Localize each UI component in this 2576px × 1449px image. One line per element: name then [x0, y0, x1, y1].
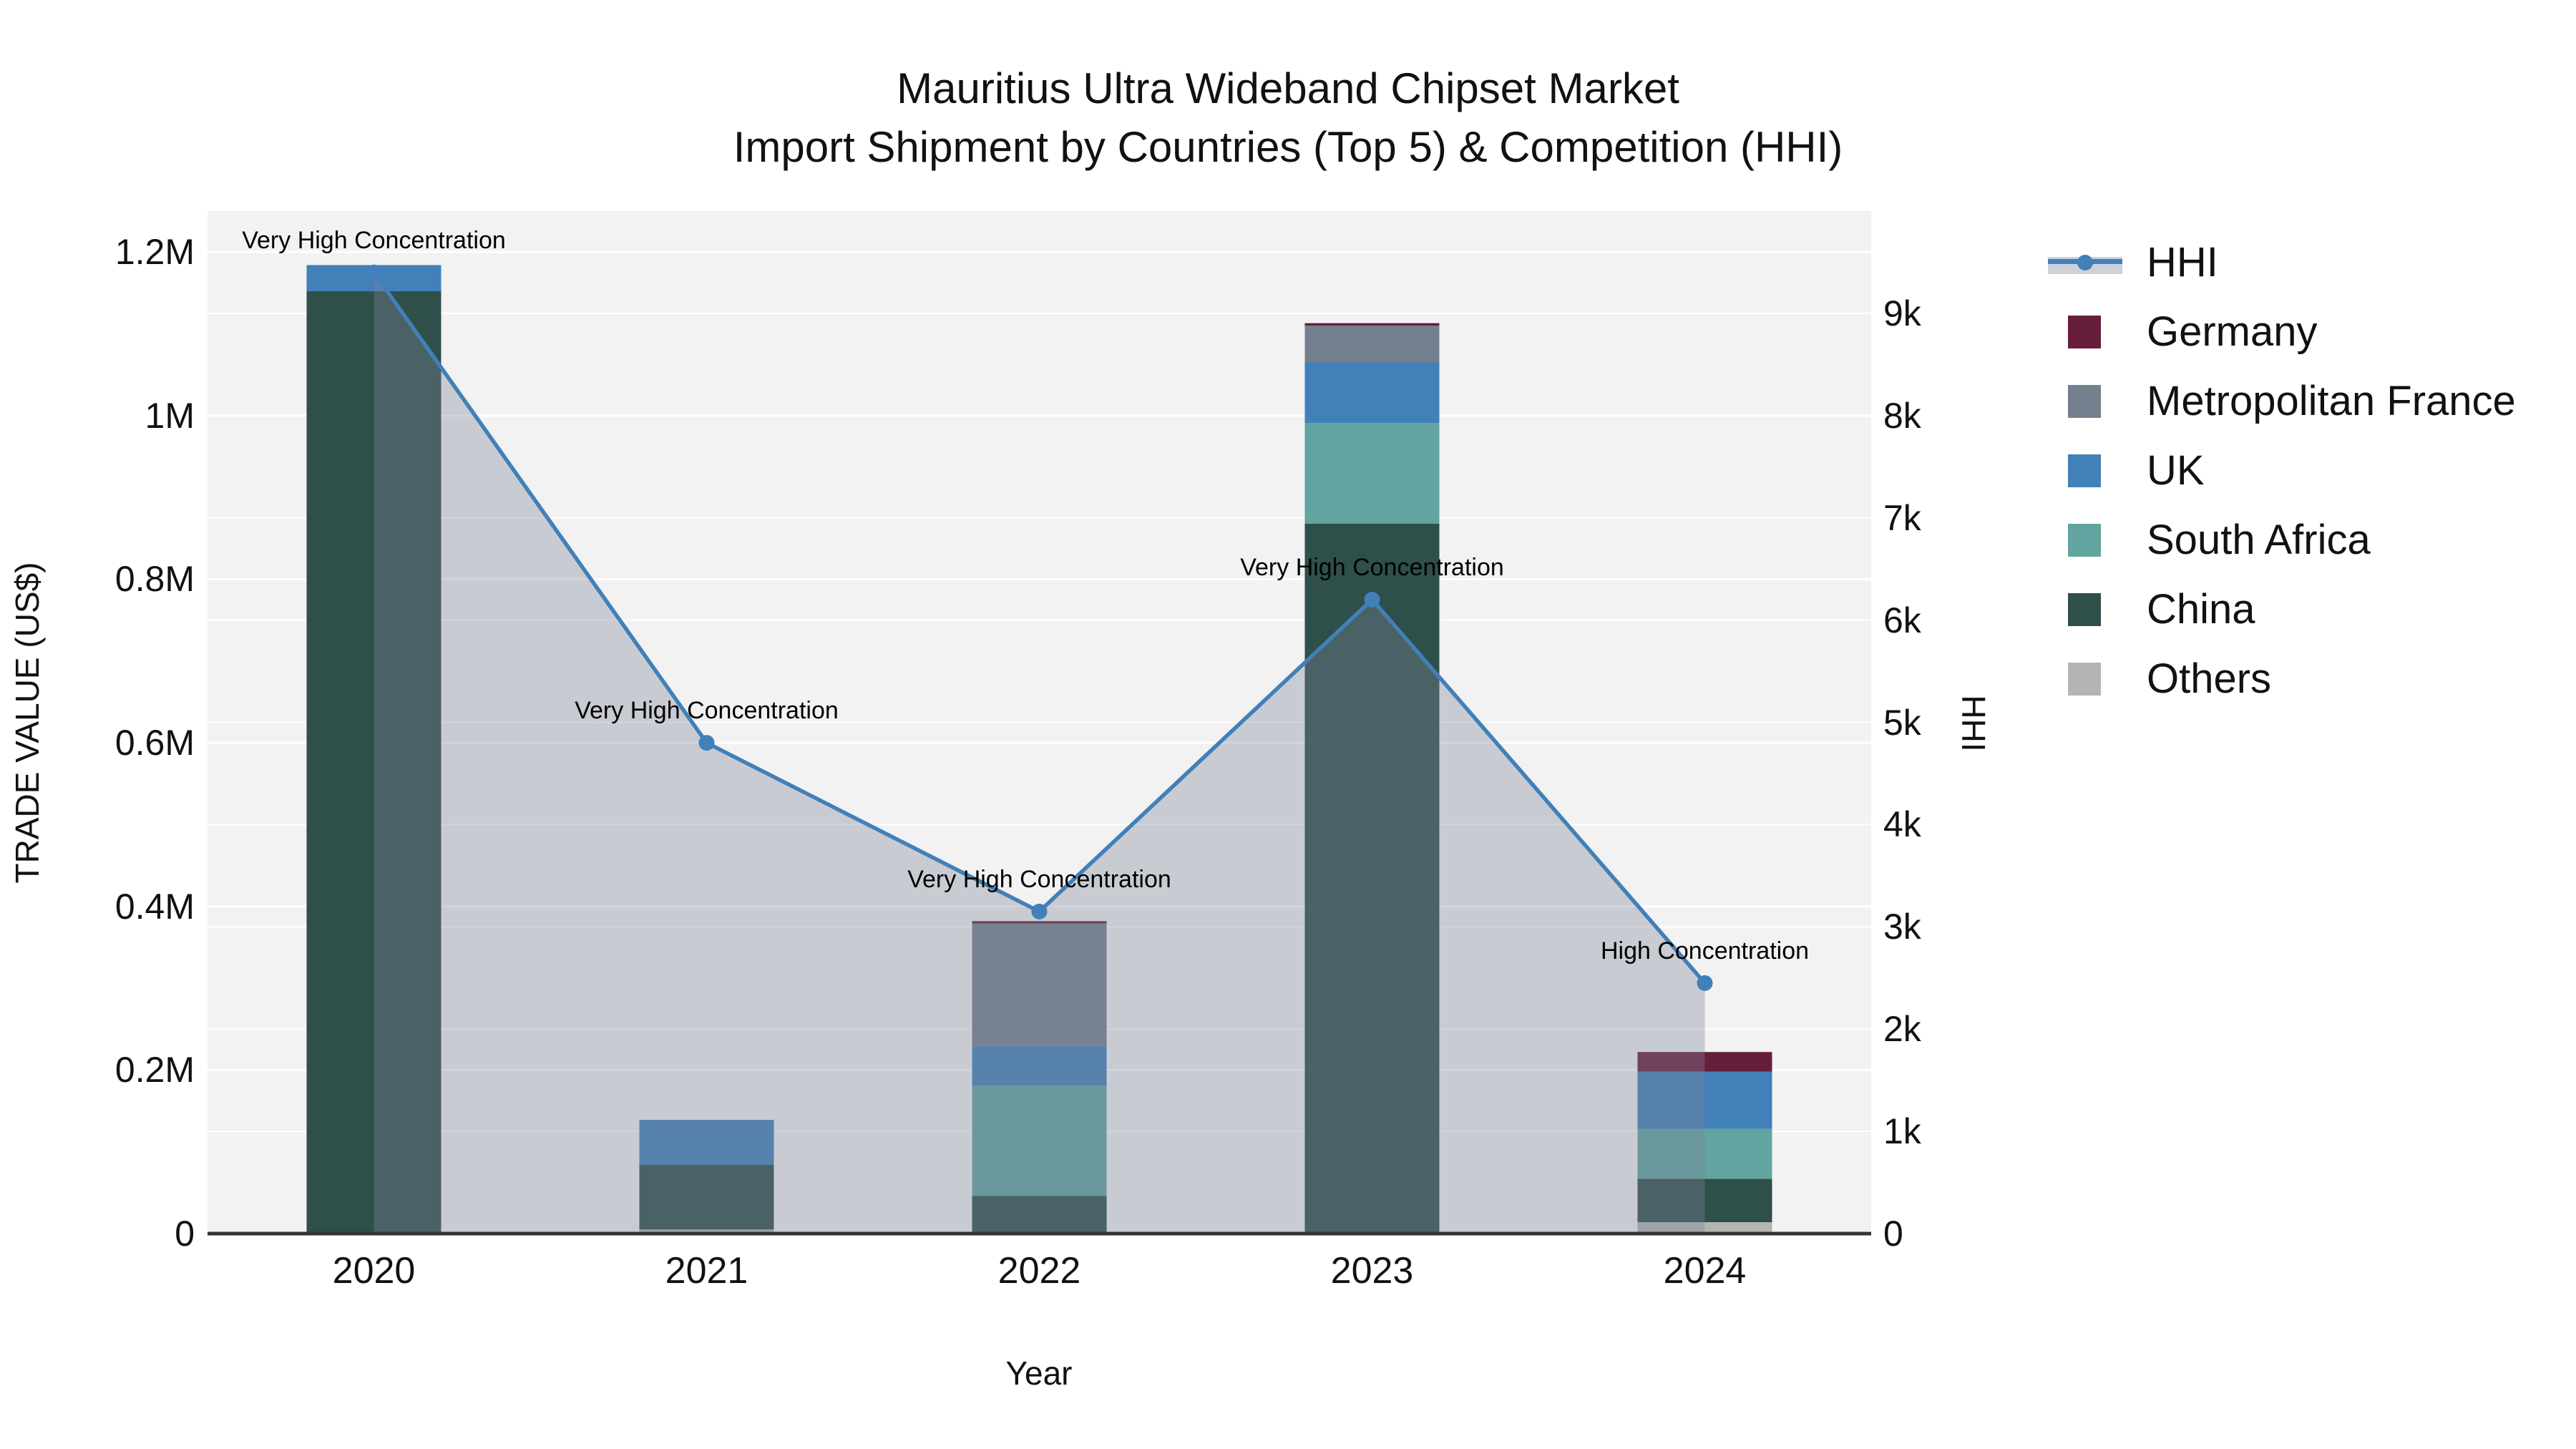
- bar-segment-south-africa-2023[interactable]: [1304, 423, 1440, 524]
- bar-segment-south-africa-2024[interactable]: [1637, 1128, 1772, 1179]
- left-tick-0.6M: 0.6M: [114, 723, 195, 763]
- bar-segment-germany-2024[interactable]: [1637, 1052, 1772, 1072]
- annotation-2024: High Concentration: [1600, 937, 1810, 965]
- bar-segment-uk-2023[interactable]: [1304, 362, 1440, 424]
- x-tick-2022: 2022: [997, 1250, 1081, 1292]
- legend-label: HHI: [2147, 239, 2218, 286]
- chart-subtitle: Import Shipment by Countries (Top 5) & C…: [733, 123, 1843, 171]
- bar-segment-china-2022[interactable]: [972, 1196, 1107, 1234]
- legend-label: South Africa: [2147, 517, 2371, 563]
- right-tick-4k: 4k: [1883, 804, 1921, 845]
- x-tick-2020: 2020: [332, 1250, 416, 1292]
- hhi-marker-2023[interactable]: [1364, 592, 1380, 608]
- right-tick-8k: 8k: [1883, 395, 1921, 436]
- left-tick-1M: 1M: [145, 395, 195, 436]
- legend-swatch-icon: [2048, 523, 2128, 557]
- annotation-2020: Very High Concentration: [242, 226, 506, 254]
- legend-item-germany[interactable]: Germany: [2048, 297, 2516, 366]
- x-axis-title: Year: [1005, 1355, 1073, 1392]
- left-tick-0.4M: 0.4M: [114, 886, 195, 927]
- bar-segment-metropolitan-france-2023[interactable]: [1304, 326, 1440, 363]
- legend-swatch-icon: [2048, 662, 2128, 696]
- x-tick-2021: 2021: [665, 1250, 748, 1292]
- legend-label: Germany: [2147, 308, 2318, 355]
- hhi-marker-2020[interactable]: [366, 264, 382, 280]
- legend-item-others[interactable]: Others: [2048, 644, 2516, 713]
- bar-segment-others-2021[interactable]: [639, 1229, 774, 1234]
- legend-swatch-icon: [2048, 592, 2128, 626]
- hhi-marker-2022[interactable]: [1031, 903, 1048, 919]
- bar-segment-china-2021[interactable]: [639, 1164, 774, 1230]
- legend-item-south-africa[interactable]: South Africa: [2048, 505, 2516, 575]
- legend-swatch-icon: [2048, 454, 2128, 487]
- legend-item-hhi[interactable]: HHI: [2048, 228, 2516, 297]
- right-tick-1k: 1k: [1883, 1111, 1921, 1152]
- hhi-area-fill: [374, 272, 1705, 1234]
- bar-segment-china-2024[interactable]: [1637, 1179, 1772, 1222]
- legend-label: Others: [2147, 655, 2272, 702]
- hhi-line-legend-icon: [2048, 247, 2128, 278]
- right-tick-6k: 6k: [1883, 600, 1921, 640]
- hhi-marker-2024[interactable]: [1697, 975, 1713, 991]
- legend: HHI Germany Metropolitan France UK South Afr…: [2048, 228, 2516, 713]
- annotation-2022: Very High Concentration: [907, 865, 1171, 893]
- legend-item-metropolitan-france[interactable]: Metropolitan France: [2048, 366, 2516, 436]
- legend-swatch-icon: [2048, 384, 2128, 418]
- bar-segment-uk-2022[interactable]: [972, 1046, 1107, 1086]
- legend-label: UK: [2147, 447, 2205, 494]
- bar-segment-others-2024[interactable]: [1637, 1221, 1772, 1234]
- right-tick-9k: 9k: [1883, 293, 1921, 333]
- x-tick-2024: 2024: [1663, 1250, 1747, 1292]
- bar-segment-germany-2023[interactable]: [1304, 323, 1440, 326]
- hhi-marker-2021[interactable]: [698, 735, 715, 751]
- annotation-2021: Very High Concentration: [575, 697, 839, 725]
- left-tick-1.2M: 1.2M: [114, 232, 195, 273]
- right-tick-7k: 7k: [1883, 497, 1921, 538]
- right-tick-5k: 5k: [1883, 702, 1921, 743]
- bar-segment-china-2020[interactable]: [306, 291, 441, 1234]
- bar-segment-south-africa-2022[interactable]: [972, 1085, 1107, 1196]
- legend-label: China: [2147, 586, 2255, 633]
- left-tick-0.2M: 0.2M: [114, 1050, 195, 1091]
- legend-item-uk[interactable]: UK: [2048, 436, 2516, 505]
- bar-segment-uk-2021[interactable]: [639, 1120, 774, 1165]
- legend-item-china[interactable]: China: [2048, 575, 2516, 644]
- bar-segment-uk-2024[interactable]: [1637, 1071, 1772, 1129]
- legend-label: Metropolitan France: [2147, 378, 2516, 424]
- right-tick-0: 0: [1883, 1214, 1903, 1254]
- left-tick-0.8M: 0.8M: [114, 559, 195, 600]
- right-tick-2k: 2k: [1883, 1009, 1921, 1050]
- left-tick-0: 0: [175, 1214, 195, 1254]
- bar-segment-germany-2022[interactable]: [972, 921, 1107, 924]
- right-tick-3k: 3k: [1883, 907, 1921, 947]
- x-tick-2023: 2023: [1330, 1250, 1414, 1292]
- annotation-2023: Very High Concentration: [1240, 554, 1504, 582]
- chart-title: Mauritius Ultra Wideband Chipset Market: [897, 64, 1679, 112]
- legend-swatch-icon: [2048, 315, 2128, 348]
- bar-segment-metropolitan-france-2022[interactable]: [972, 923, 1107, 1047]
